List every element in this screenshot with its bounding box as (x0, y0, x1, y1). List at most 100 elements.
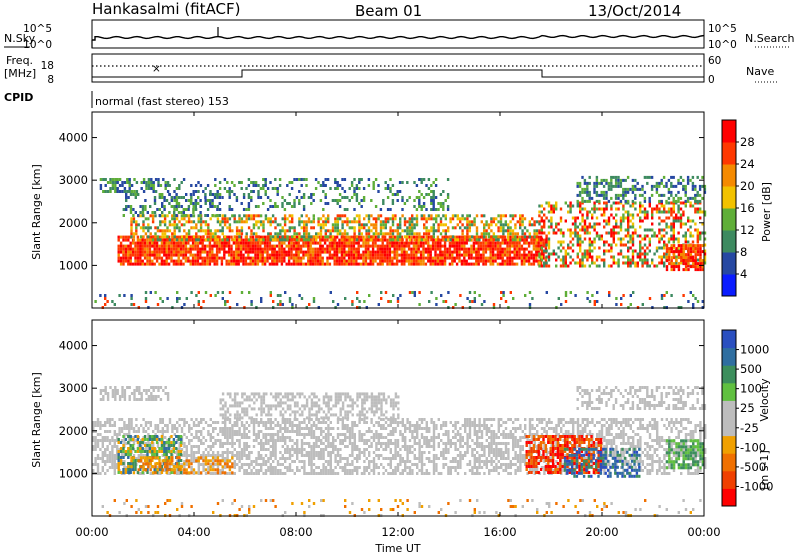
heatmap-cell (535, 229, 539, 233)
heatmap-cell (641, 237, 644, 241)
heatmap-cell (347, 235, 351, 239)
heatmap-cell (365, 235, 368, 239)
heatmap-cell (489, 262, 492, 266)
heatmap-cell (276, 187, 279, 190)
heatmap-cell (607, 216, 611, 220)
heatmap-cell (627, 255, 630, 259)
heatmap-cell (183, 223, 186, 227)
heatmap-cell (244, 250, 248, 254)
heatmap-cell (303, 235, 306, 239)
heatmap-cell (434, 262, 437, 266)
heatmap-cell (639, 219, 642, 223)
heatmap-cell (689, 231, 692, 235)
heatmap-cell (672, 240, 675, 244)
heatmap-cell (626, 190, 630, 194)
heatmap-cell (314, 256, 317, 260)
heatmap-cell (113, 421, 116, 424)
heatmap-cell (557, 246, 560, 250)
heatmap-cell (429, 247, 432, 251)
heatmap-cell (369, 250, 372, 254)
heatmap-cell (418, 202, 421, 205)
heatmap-cell (248, 445, 251, 448)
heatmap-cell (694, 207, 697, 211)
heatmap-cell (435, 229, 438, 233)
heatmap-cell (199, 241, 202, 245)
heatmap-cell (612, 201, 615, 205)
heatmap-cell (634, 207, 637, 211)
heatmap-cell (328, 247, 332, 251)
heatmap-cell (694, 199, 697, 203)
heatmap-cell (113, 442, 116, 445)
heatmap-cell (403, 244, 406, 248)
heatmap-cell (182, 214, 185, 217)
heatmap-cell (163, 262, 166, 266)
heatmap-cell (243, 436, 246, 439)
heatmap-cell (243, 472, 246, 475)
heatmap-cell (362, 196, 366, 199)
heatmap-cell (94, 442, 97, 445)
heatmap-cell (576, 204, 579, 208)
heatmap-cell (157, 184, 160, 187)
heatmap-cell (247, 262, 250, 266)
heatmap-cell (684, 268, 688, 272)
heatmap-cell (279, 300, 282, 303)
heatmap-cell (175, 208, 179, 211)
heatmap-cell (525, 256, 528, 260)
heatmap-cell (216, 208, 219, 211)
heatmap-cell (108, 457, 112, 460)
heatmap-cell (192, 208, 195, 211)
heatmap-cell (232, 250, 236, 254)
heatmap-cell (185, 214, 188, 217)
heatmap-cell (171, 424, 174, 427)
heatmap-cell (680, 253, 683, 257)
heatmap-cell (242, 241, 245, 245)
heatmap-cell (615, 222, 618, 226)
heatmap-cell (682, 187, 685, 191)
heatmap-cell (257, 190, 260, 193)
heatmap-cell (305, 235, 308, 239)
heatmap-cell (658, 228, 661, 232)
heatmap-cell (334, 199, 337, 202)
colorbar-swatch (722, 230, 736, 253)
heatmap-cell (415, 259, 418, 263)
heatmap-cell (237, 247, 240, 251)
heatmap-cell (249, 241, 252, 245)
heatmap-cell (257, 424, 260, 427)
heatmap-cell (686, 181, 690, 185)
heatmap-cell (514, 238, 517, 242)
heatmap-cell (230, 256, 233, 260)
heatmap-cell (651, 213, 654, 217)
heatmap-cell (343, 208, 347, 211)
heatmap-cell (245, 187, 248, 190)
heatmap-cell (615, 207, 618, 211)
heatmap-cell (614, 196, 618, 200)
heatmap-cell (288, 300, 292, 303)
heatmap-cell (473, 291, 476, 294)
heatmap-cell (350, 244, 353, 248)
heatmap-cell (281, 229, 284, 233)
heatmap-cell (482, 247, 485, 251)
heatmap-cell (619, 243, 623, 247)
heatmap-cell (333, 235, 336, 239)
heatmap-cell (256, 259, 260, 263)
heatmap-cell (171, 214, 174, 218)
heatmap-cell (129, 247, 132, 251)
heatmap-cell (403, 241, 406, 245)
heatmap-cell (463, 238, 467, 242)
heatmap-cell (336, 187, 339, 190)
heatmap-cell (269, 294, 272, 297)
heatmap-cell (163, 205, 166, 208)
heatmap-cell (555, 264, 558, 268)
heatmap-cell (520, 256, 524, 260)
heatmap-cell (129, 262, 132, 266)
heatmap-cell (163, 229, 167, 233)
heatmap-cell (266, 187, 270, 190)
heatmap-cell (608, 291, 611, 294)
heatmap-cell (405, 250, 408, 254)
heatmap-cell (137, 427, 140, 430)
heatmap-cell (255, 418, 258, 421)
heatmap-cell (406, 226, 409, 230)
heatmap-cell (605, 249, 608, 253)
heatmap-cell (266, 247, 269, 251)
heatmap-cell (307, 250, 310, 254)
